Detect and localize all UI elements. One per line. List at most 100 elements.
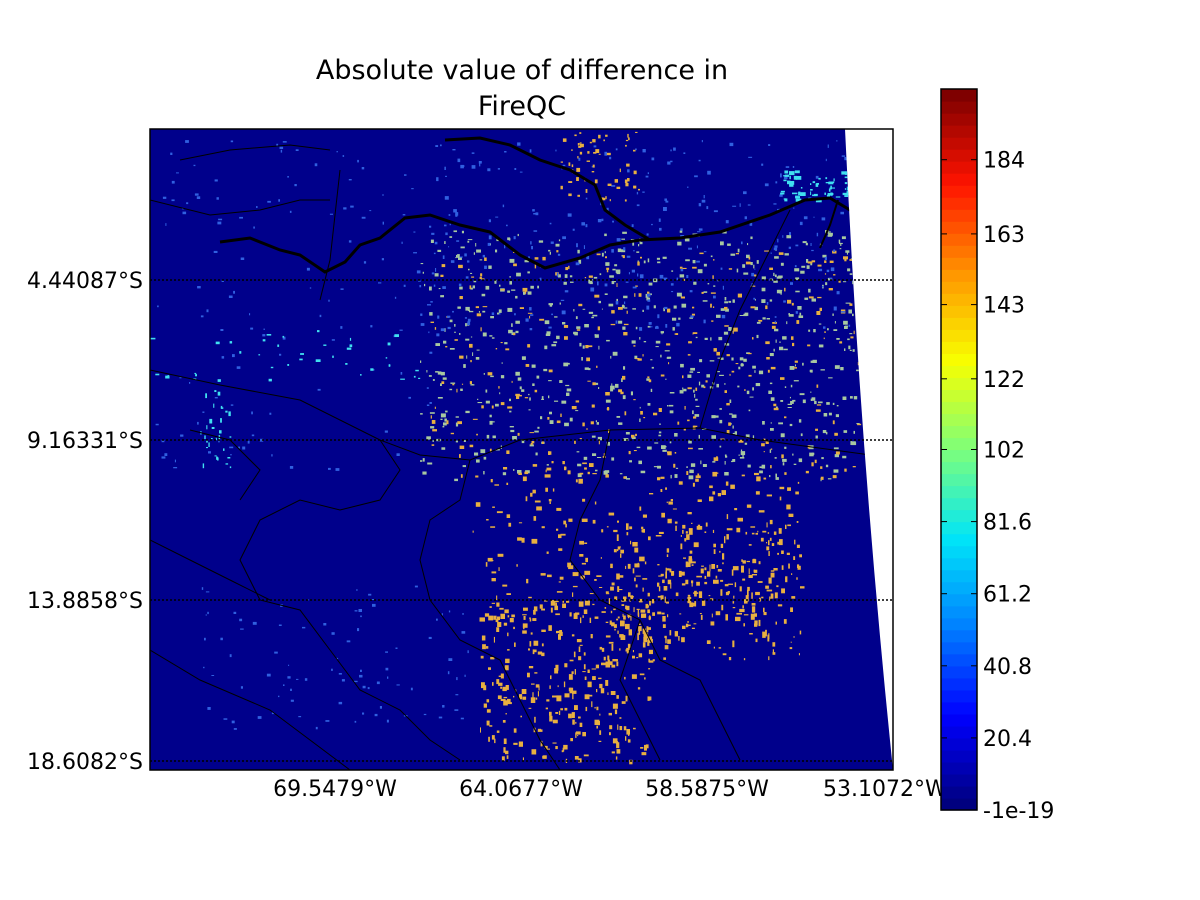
speckle bbox=[436, 177, 439, 182]
speckle bbox=[167, 375, 170, 377]
speckle bbox=[618, 389, 622, 393]
speckle bbox=[477, 398, 479, 400]
speckle bbox=[592, 676, 596, 680]
speckle bbox=[715, 575, 718, 579]
speckle bbox=[605, 196, 607, 200]
speckle bbox=[828, 182, 834, 185]
speckle bbox=[784, 287, 786, 292]
speckle bbox=[815, 175, 819, 179]
speckle bbox=[617, 520, 619, 523]
speckle bbox=[482, 332, 487, 337]
speckle bbox=[667, 518, 672, 524]
speckle bbox=[674, 433, 678, 437]
speckle bbox=[691, 313, 695, 316]
colorbar-band bbox=[941, 353, 977, 366]
speckle bbox=[581, 562, 586, 565]
speckle bbox=[703, 319, 706, 324]
speckle bbox=[661, 612, 665, 615]
speckle bbox=[606, 267, 610, 270]
colorbar-band bbox=[941, 689, 977, 703]
speckle bbox=[422, 471, 427, 475]
speckle bbox=[731, 357, 734, 361]
speckle bbox=[616, 573, 620, 580]
speckle bbox=[676, 292, 682, 297]
speckle bbox=[481, 635, 486, 641]
speckle bbox=[613, 624, 617, 628]
speckle bbox=[626, 163, 630, 167]
speckle bbox=[799, 630, 802, 635]
speckle bbox=[823, 413, 828, 417]
speckle bbox=[609, 620, 612, 625]
speckle bbox=[636, 446, 641, 449]
speckle bbox=[335, 468, 340, 471]
speckle bbox=[533, 609, 536, 615]
speckle bbox=[780, 400, 784, 402]
speckle bbox=[533, 640, 539, 646]
speckle bbox=[556, 507, 562, 511]
speckle bbox=[531, 538, 538, 544]
speckle bbox=[575, 410, 579, 412]
speckle bbox=[747, 589, 749, 597]
colorbar-band bbox=[941, 641, 977, 655]
speckle bbox=[720, 267, 723, 270]
speckle bbox=[658, 431, 662, 434]
speckle bbox=[569, 687, 574, 694]
speckle bbox=[469, 310, 474, 313]
speckle bbox=[486, 709, 491, 713]
speckle bbox=[605, 256, 607, 259]
speckle bbox=[487, 372, 493, 376]
speckle bbox=[552, 719, 558, 724]
speckle bbox=[452, 383, 455, 386]
speckle bbox=[794, 170, 800, 174]
colorbar-band bbox=[941, 785, 977, 799]
speckle bbox=[698, 448, 703, 450]
speckle bbox=[571, 712, 575, 718]
speckle bbox=[485, 562, 488, 567]
speckle bbox=[799, 312, 802, 316]
speckle bbox=[622, 231, 627, 234]
speckle bbox=[579, 472, 584, 475]
speckle bbox=[586, 357, 590, 362]
speckle bbox=[720, 543, 724, 548]
speckle bbox=[825, 158, 827, 162]
speckle bbox=[641, 613, 647, 618]
speckle bbox=[624, 199, 627, 202]
speckle bbox=[596, 689, 598, 693]
speckle bbox=[332, 355, 334, 358]
speckle bbox=[552, 742, 557, 744]
speckle bbox=[541, 526, 545, 529]
speckle bbox=[427, 462, 433, 465]
speckle bbox=[394, 334, 399, 337]
speckle bbox=[794, 265, 797, 268]
speckle bbox=[233, 611, 237, 614]
speckle bbox=[742, 560, 746, 564]
speckle bbox=[633, 149, 636, 152]
speckle bbox=[687, 597, 692, 604]
speckle bbox=[734, 431, 737, 436]
speckle bbox=[675, 525, 677, 531]
speckle bbox=[781, 454, 784, 459]
speckle bbox=[781, 565, 784, 570]
speckle bbox=[692, 266, 697, 269]
speckle bbox=[766, 494, 772, 497]
speckle bbox=[358, 609, 362, 612]
speckle bbox=[720, 357, 724, 360]
speckle bbox=[722, 553, 725, 560]
speckle bbox=[653, 305, 656, 309]
speckle bbox=[639, 418, 641, 422]
speckle bbox=[155, 373, 160, 376]
speckle bbox=[702, 300, 708, 302]
speckle bbox=[792, 166, 795, 168]
speckle bbox=[462, 613, 464, 615]
speckle bbox=[454, 324, 456, 327]
speckle bbox=[623, 615, 626, 620]
speckle bbox=[625, 623, 630, 630]
speckle bbox=[777, 552, 779, 555]
speckle bbox=[599, 730, 602, 735]
speckle bbox=[578, 259, 582, 264]
speckle bbox=[732, 607, 736, 609]
speckle bbox=[799, 221, 803, 226]
speckle bbox=[765, 585, 769, 589]
speckle bbox=[558, 634, 561, 640]
speckle bbox=[665, 571, 667, 579]
